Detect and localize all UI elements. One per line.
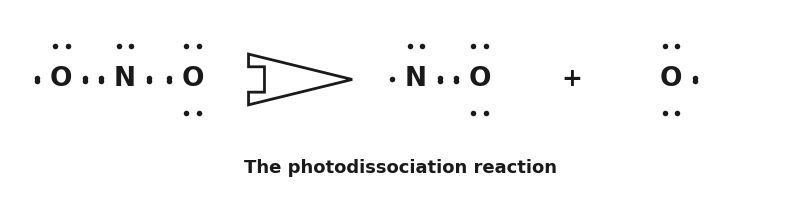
Text: N: N	[114, 67, 136, 92]
Text: The photodissociation reaction: The photodissociation reaction	[243, 159, 557, 177]
Text: N: N	[405, 67, 427, 92]
Text: O: O	[660, 67, 682, 92]
Text: O: O	[50, 67, 73, 92]
Text: +: +	[561, 68, 582, 91]
Text: O: O	[182, 67, 204, 92]
Text: O: O	[469, 67, 491, 92]
Polygon shape	[249, 54, 352, 105]
